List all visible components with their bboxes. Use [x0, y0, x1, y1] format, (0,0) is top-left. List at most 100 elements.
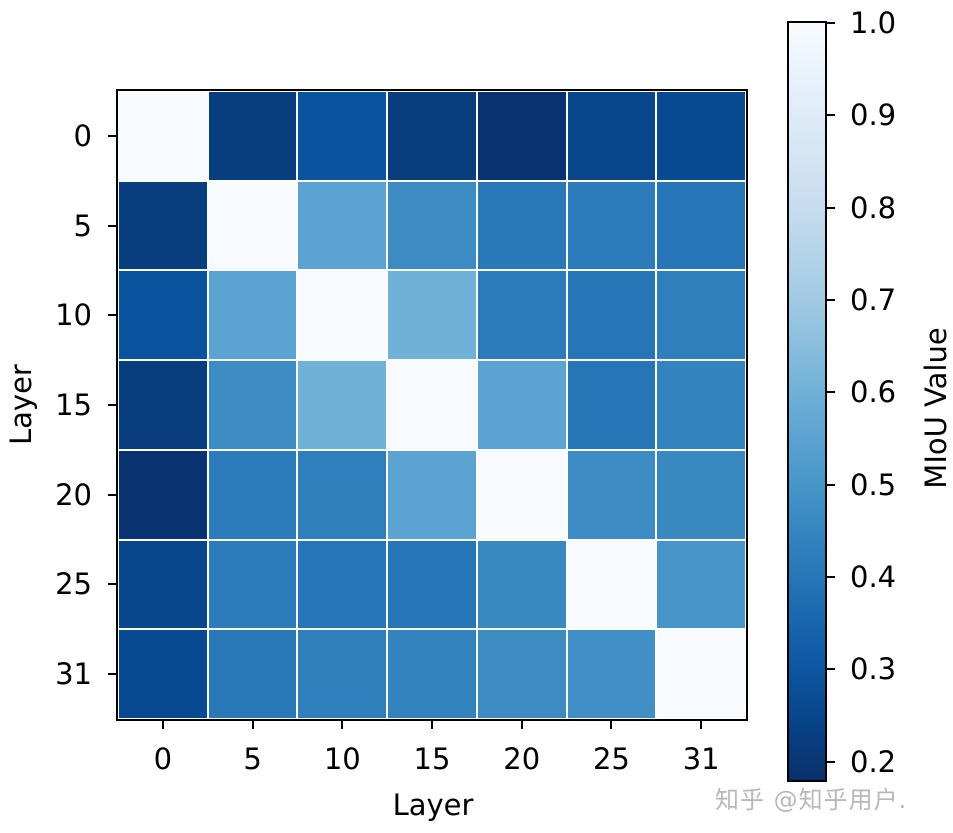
colorbar-tick-mark — [827, 575, 835, 578]
x-tick-label: 20 — [503, 742, 541, 776]
x-tick-label: 5 — [243, 742, 262, 776]
colorbar-tick-mark — [827, 760, 835, 763]
colorbar-tick-label: 0.2 — [850, 744, 897, 779]
y-tick-label: 5 — [73, 208, 92, 243]
colorbar-tick-mark — [827, 206, 835, 209]
heatmap-cell — [476, 360, 567, 450]
x-tick-mark — [431, 721, 433, 729]
x-tick-mark — [341, 721, 344, 729]
y-tick-label: 25 — [55, 567, 92, 602]
heatmap-cell — [566, 449, 657, 540]
colorbar-tick-label: 0.6 — [850, 375, 897, 410]
colorbar-tick-mark — [827, 22, 835, 24]
colorbar-tick-label: 0.3 — [850, 652, 897, 687]
heatmap-cell — [118, 360, 208, 450]
heatmap-cell — [207, 539, 298, 630]
x-tick-mark — [520, 721, 523, 729]
x-tick-label: 10 — [323, 742, 361, 776]
heatmap-cell — [207, 449, 298, 540]
heatmap-cell — [476, 180, 567, 271]
heatmap-cell — [656, 360, 746, 450]
heatmap-cell — [656, 270, 746, 361]
heatmap-cell — [387, 629, 477, 719]
x-tick-label: 25 — [592, 742, 630, 776]
heatmap-cell — [297, 629, 388, 719]
x-tick-mark — [610, 721, 613, 729]
heatmap-cell — [476, 539, 567, 630]
heatmap-cell — [566, 539, 657, 630]
heatmap-cell — [297, 539, 388, 630]
heatmap-cell — [566, 270, 657, 361]
heatmap-cell — [566, 360, 657, 450]
x-tick-label: 0 — [153, 742, 173, 776]
y-axis-title: Layer — [4, 364, 38, 445]
x-axis-title: Layer — [392, 788, 474, 822]
heatmap-cell — [566, 180, 657, 271]
heatmap-cell — [387, 360, 477, 450]
heatmap-cell — [656, 91, 746, 181]
y-tick-label: 31 — [55, 657, 92, 692]
heatmap-cell — [387, 539, 477, 630]
colorbar-tick-label: 0.5 — [850, 467, 897, 502]
heatmap-cell — [297, 180, 388, 271]
heatmap-cell — [207, 91, 298, 181]
y-tick-mark — [108, 673, 116, 676]
heatmap-cell — [207, 270, 298, 361]
heatmap-cell — [476, 91, 567, 181]
heatmap-cell — [207, 360, 298, 450]
heatmap-cell — [656, 629, 746, 719]
heatmap-cell — [656, 539, 746, 630]
x-tick-label: 15 — [413, 742, 451, 776]
colorbar-title: MIoU Value — [919, 327, 953, 489]
heatmap-cell — [207, 629, 298, 719]
y-tick-mark — [108, 314, 116, 317]
heatmap-cell — [297, 270, 388, 361]
y-tick-mark — [108, 224, 116, 227]
y-tick-label: 20 — [55, 477, 92, 512]
colorbar-tick-label: 1.0 — [850, 6, 897, 40]
colorbar-tick-mark — [827, 391, 835, 394]
x-tick-mark — [700, 721, 703, 729]
heatmap-cell — [476, 449, 567, 540]
colorbar-tick-label: 0.7 — [850, 282, 897, 317]
heatmap-cell — [387, 180, 477, 271]
y-tick-mark — [108, 583, 116, 586]
y-tick-mark — [108, 493, 116, 496]
y-tick-mark — [108, 134, 116, 137]
heatmap-cell — [118, 449, 208, 540]
colorbar — [787, 21, 827, 782]
heatmap-cell — [656, 449, 746, 540]
colorbar-tick-label: 0.9 — [850, 98, 897, 133]
heatmap-cell — [118, 539, 208, 630]
heatmap-cell — [297, 449, 388, 540]
heatmap-cell — [476, 629, 567, 719]
y-tick-label: 0 — [73, 118, 92, 153]
colorbar-tick-mark — [827, 668, 835, 671]
x-tick-mark — [251, 721, 254, 729]
heatmap-cell — [476, 270, 567, 361]
heatmap-cell — [566, 91, 657, 181]
colorbar-tick-mark — [827, 483, 835, 486]
y-tick-label: 10 — [55, 298, 92, 333]
heatmap-cell — [297, 91, 388, 181]
colorbar-tick-label: 0.8 — [850, 190, 897, 225]
heatmap-cell — [387, 270, 477, 361]
heatmap-cell — [387, 91, 477, 181]
x-tick-label: 31 — [682, 742, 720, 776]
y-tick-mark — [108, 404, 116, 406]
heatmap-cell — [118, 180, 208, 271]
heatmap-cell — [387, 449, 477, 540]
y-tick-label: 15 — [55, 388, 92, 422]
heatmap-plot-area — [116, 89, 748, 721]
heatmap-cell — [207, 180, 298, 271]
colorbar-tick-mark — [827, 298, 835, 301]
heatmap-cell — [118, 91, 208, 181]
heatmap-cell — [566, 629, 657, 719]
colorbar-tick-mark — [827, 114, 835, 117]
x-tick-mark — [161, 721, 164, 729]
watermark: 知乎 @知乎用户. — [715, 786, 908, 814]
heatmap-cell — [118, 629, 208, 719]
heatmap-cell — [118, 270, 208, 361]
colorbar-tick-label: 0.4 — [850, 559, 897, 594]
heatmap-cell — [656, 180, 746, 271]
